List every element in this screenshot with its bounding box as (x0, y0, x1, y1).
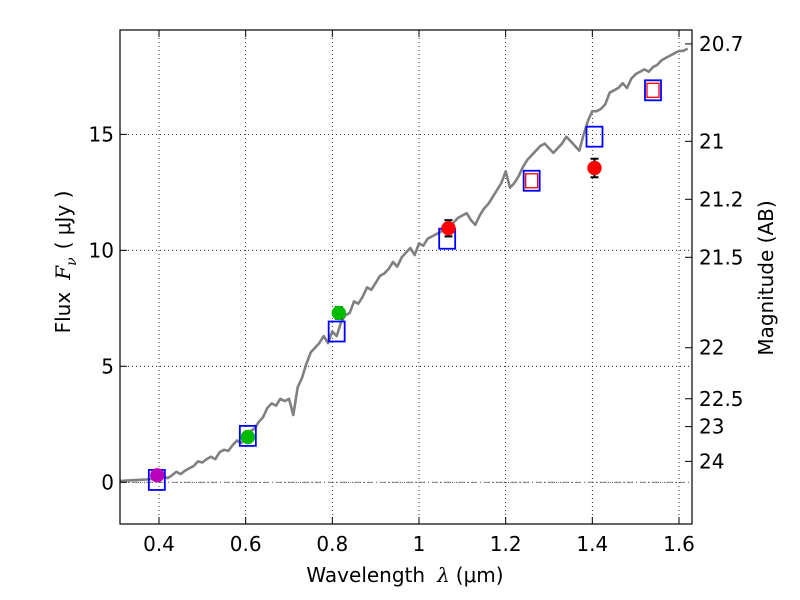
model-square-marker (585, 125, 604, 148)
small-square-marker (646, 82, 660, 98)
x-tick-label: 0.6 (230, 532, 262, 556)
model-spectrum (119, 47, 689, 483)
small-square-marker (525, 173, 539, 189)
right-axis-tick-label: 20.7 (699, 32, 744, 56)
observed-point (240, 429, 256, 445)
right-axis-tick-label: 22 (699, 336, 724, 360)
model-square-marker (644, 79, 662, 102)
right-axis-ticks: 20.7 21 21.2 21.5 22 22.5 23 24 (685, 32, 744, 473)
x-tick-label: 0.4 (143, 532, 175, 556)
y-tick-label: 15 (89, 122, 114, 146)
y-tick-label: 10 (89, 238, 114, 262)
y-axis-title: FluxFν( μJy ) (51, 191, 80, 334)
x-tick-label: 1.2 (490, 532, 522, 556)
observed-point (331, 305, 347, 321)
x-axis-ticks: 0.4 0.6 0.8 1 1.2 1.4 1.6 (143, 30, 695, 556)
right-axis-tick-label: 21 (699, 129, 724, 153)
right-axis-tick-label: 23 (699, 415, 724, 439)
right-axis-tick-label: 21.2 (699, 187, 744, 211)
x-tick-label: 1.4 (576, 532, 608, 556)
observed-point (587, 160, 602, 176)
y-tick-label: 0 (101, 470, 114, 494)
plot-frame (119, 29, 693, 525)
observed-point (441, 221, 456, 236)
right-axis-title: Magnitude (AB) (754, 200, 778, 355)
model-square-marker (238, 424, 257, 447)
observed-point (150, 468, 165, 483)
y-tick-label: 5 (101, 354, 114, 378)
right-axis-tick-label: 24 (699, 449, 724, 473)
x-tick-label: 0.8 (316, 532, 348, 556)
right-axis-tick-label: 21.5 (699, 245, 744, 269)
y-axis-ticks: 0 5 10 15 (89, 122, 127, 494)
x-axis-title: Wavelength λ (μm) (306, 563, 503, 587)
right-axis-tick-label: 22.5 (699, 387, 744, 411)
grid (120, 30, 692, 524)
x-tick-label: 1.6 (663, 532, 695, 556)
data-points (147, 79, 662, 491)
x-tick-label: 1 (413, 532, 426, 556)
spectrum-line (119, 47, 689, 483)
model-square-marker (522, 169, 541, 192)
model-square-marker (327, 320, 346, 343)
